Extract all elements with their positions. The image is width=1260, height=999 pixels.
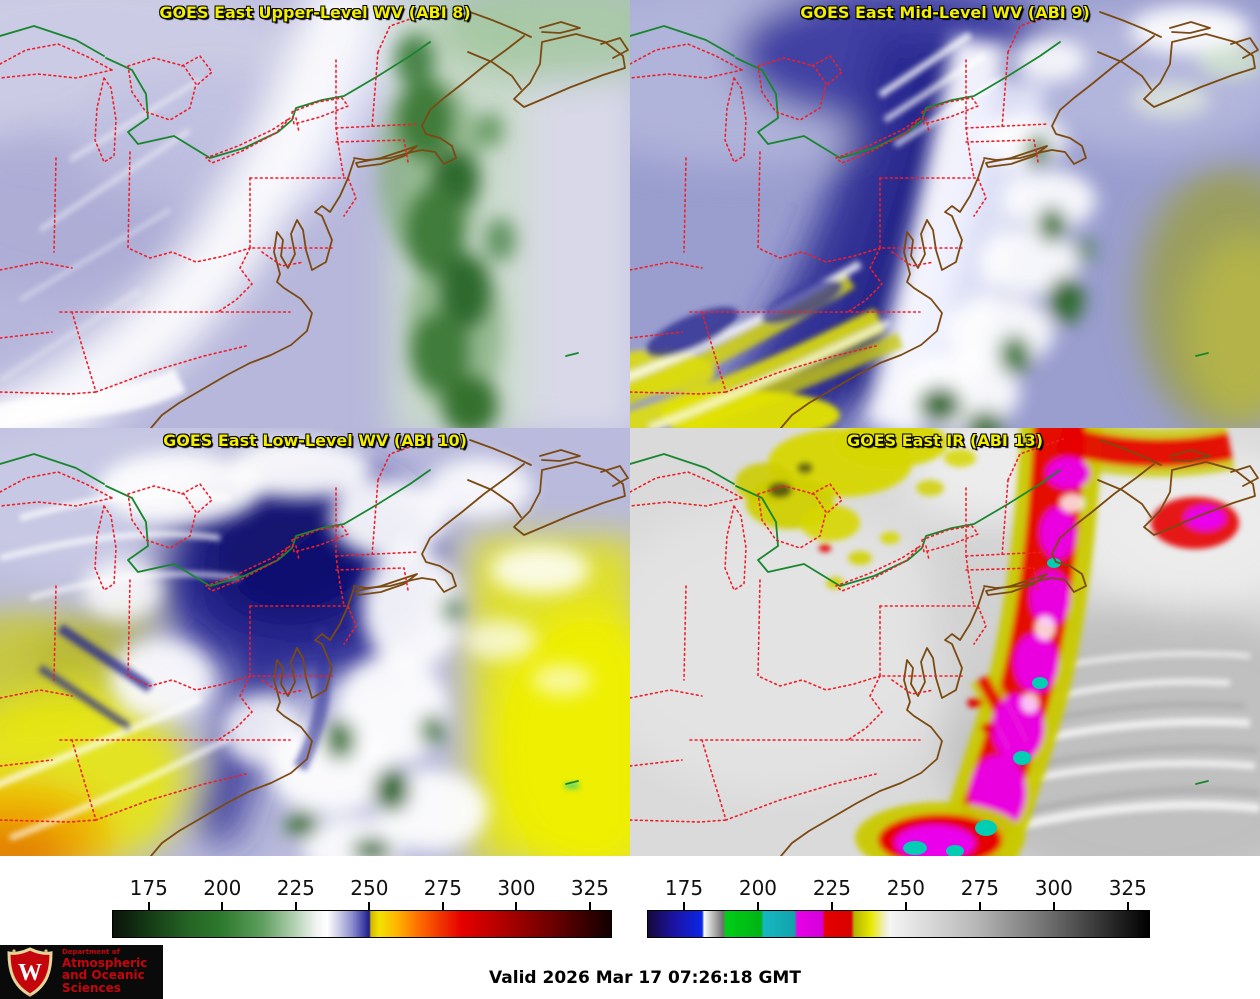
- colorbar-tick-mark: [978, 902, 981, 910]
- colorbar-tick-label: 175: [129, 876, 168, 900]
- satellite-image-abi9: [630, 0, 1260, 428]
- colorbar-tick-mark: [588, 902, 591, 910]
- cloud-mottling: [82, 438, 592, 856]
- colorbar-tick-label: 325: [1108, 876, 1147, 900]
- wv-colorbar: 175 200 225 250 275 300 325: [112, 876, 612, 940]
- colorbar-tick-mark: [830, 902, 833, 910]
- colorbar-tick-label: 225: [276, 876, 315, 900]
- streaks-and-details: [0, 491, 579, 841]
- colorbar-tick-mark: [515, 902, 518, 910]
- colorbar-tick-mark: [1126, 902, 1129, 910]
- overshooting-top-cyan-spots: [903, 558, 1061, 856]
- ir-colorbar: 175 200 225 250 275 300 325: [647, 876, 1150, 940]
- panel-mid-level-wv: GOES East Mid-Level WV (ABI 9): [630, 0, 1260, 428]
- convective-band: [855, 428, 1239, 856]
- colorbar-tick-label: 225: [812, 876, 852, 900]
- colorbar-tick-label: 175: [664, 876, 704, 900]
- colorbar-tick-label: 275: [960, 876, 999, 900]
- colorbar-tick-label: 300: [497, 876, 536, 900]
- colorbar-tick-label: 200: [203, 876, 242, 900]
- logo-line-1: Atmospheric: [62, 955, 148, 970]
- uw-aos-logo-text: Department of Atmospheric and Oceanic Sc…: [62, 948, 163, 995]
- wv-colorbar-gradient: [112, 910, 612, 938]
- colorbar-tick-mark: [756, 902, 759, 910]
- panel-ir: GOES East IR (ABI 13): [630, 428, 1260, 856]
- wv-colorbar-ticks: [112, 902, 612, 910]
- satellite-image-abi8: [0, 0, 630, 428]
- colorbar-tick-mark: [147, 902, 150, 910]
- colorbar-tick-mark: [368, 902, 371, 910]
- cold-cloud-yellow-mass: [735, 428, 976, 589]
- satellite-image-abi13: [630, 428, 1260, 856]
- ir-colorbar-gradient: [647, 910, 1150, 938]
- colorbar-tick-mark: [1052, 902, 1055, 910]
- colorbar-tick-label: 250: [886, 876, 925, 900]
- uw-aos-logo: W Department of Atmospheric and Oceanic …: [0, 945, 163, 999]
- svg-text:W: W: [18, 960, 42, 986]
- colorbar-tick-label: 325: [570, 876, 610, 900]
- satellite-image-abi10: [0, 428, 630, 856]
- wv-colorbar-labels: 175 200 225 250 275 300 325: [112, 876, 612, 902]
- panel-upper-level-wv: GOES East Upper-Level WV (ABI 8): [0, 0, 630, 428]
- valid-timestamp: Valid 2026 Mar 17 07:26:18 GMT: [489, 968, 801, 988]
- colorbar-tick-label: 275: [423, 876, 462, 900]
- colorbar-tick-mark: [294, 902, 297, 910]
- colorbar-tick-label: 200: [738, 876, 778, 900]
- colorbar-tick-label: 300: [1034, 876, 1073, 900]
- ir-colorbar-ticks: [647, 902, 1150, 910]
- colorbar-tick-mark: [904, 902, 907, 910]
- cirrus-filaments: [0, 77, 202, 428]
- colorbar-tick-mark: [221, 902, 224, 910]
- panel-low-level-wv: GOES East Low-Level WV (ABI 10): [0, 428, 630, 856]
- uw-crest-icon: W: [7, 947, 53, 997]
- logo-line-2: and Oceanic Sciences: [62, 968, 145, 995]
- colorbar-tick-mark: [682, 902, 685, 910]
- logo-dept-line: Department of: [62, 948, 120, 957]
- dry-slot-green-blobs: [378, 34, 516, 428]
- ir-colorbar-labels: 175 200 225 250 275 300 325: [647, 876, 1150, 902]
- colorbar-tick-label: 250: [350, 876, 389, 900]
- colorbar-tick-mark: [441, 902, 444, 910]
